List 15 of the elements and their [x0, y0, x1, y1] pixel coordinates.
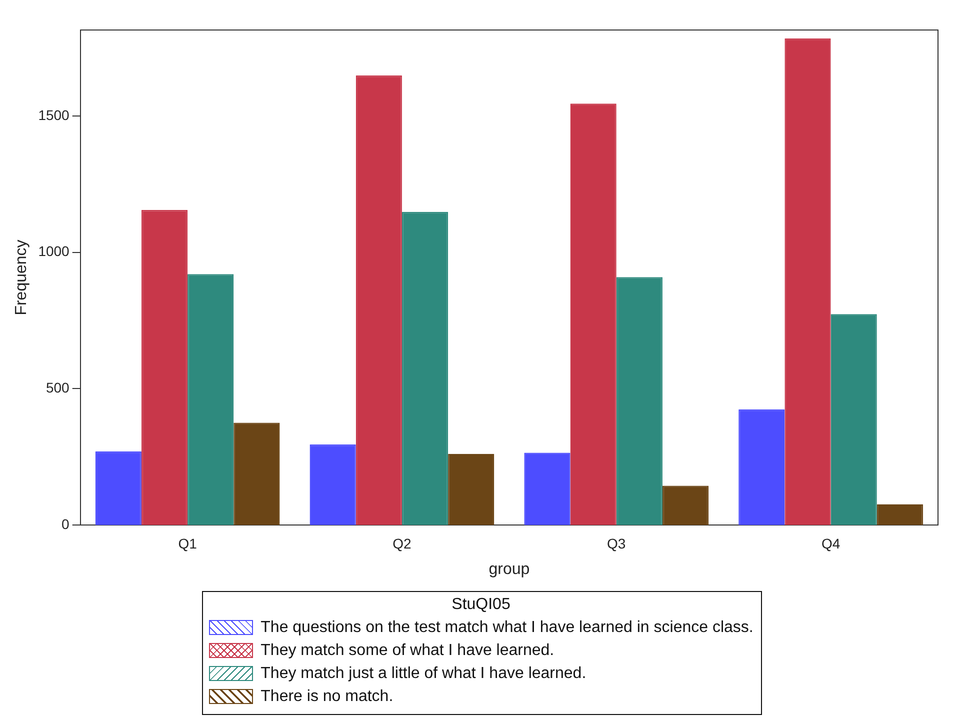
legend-label: The questions on the test match what I have learned in science class.: [260, 618, 754, 638]
y-tick-label: 1500: [38, 106, 70, 123]
y-tick-label: 1000: [38, 243, 70, 260]
y-axis-title: Frequency: [13, 240, 30, 316]
x-tick-label: Q1: [178, 535, 198, 552]
x-axis-title: group: [488, 560, 530, 578]
x-tick-label: Q4: [821, 535, 840, 552]
y-tick-label: 500: [46, 379, 70, 396]
x-tick-label: Q3: [607, 535, 626, 552]
x-tick-label: Q2: [392, 535, 412, 552]
legend-label: They match some of what I have learned.: [260, 641, 554, 661]
legend-title: StuQI05: [450, 596, 512, 614]
legend-label: There is no match.: [260, 687, 394, 707]
y-tick-label: 0: [62, 516, 70, 532]
legend-label: They match just a little of what I have learned.: [260, 664, 586, 684]
